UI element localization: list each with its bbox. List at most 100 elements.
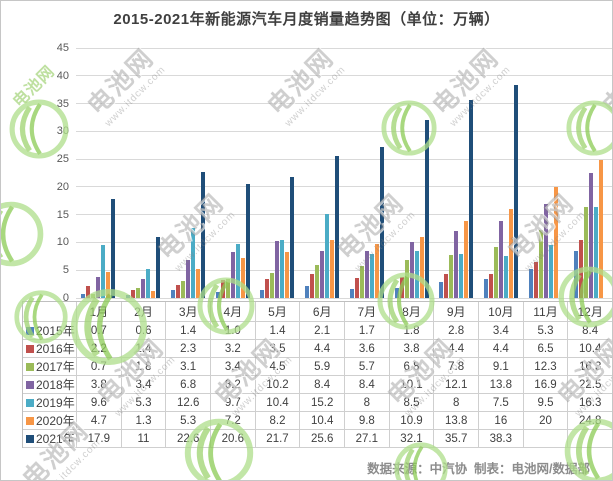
value-cell: 8.2 <box>211 376 256 394</box>
month-header-cell: 12月 <box>568 302 612 322</box>
bar-2018年-7月 <box>364 251 369 298</box>
value-cell: 0.7 <box>77 322 122 340</box>
gridline <box>76 214 612 216</box>
month-header-cell: 7月 <box>345 302 390 322</box>
value-cell: 7.5 <box>479 394 524 412</box>
value-cell: 7.8 <box>434 358 479 376</box>
y-axis-label: 30 <box>56 125 69 138</box>
value-cell: 1.4 <box>166 322 211 340</box>
bar-2019年-12月 <box>593 207 598 298</box>
value-cell: 9.7 <box>211 394 256 412</box>
value-cell: 4.4 <box>434 340 479 358</box>
value-cell: 5.3 <box>523 322 569 340</box>
year-label: 2020年 <box>36 414 75 428</box>
value-cell: 16.3 <box>568 358 612 376</box>
value-cell: 16.3 <box>568 394 612 412</box>
bar-2018年-5月 <box>275 241 280 298</box>
value-cell: 38.3 <box>479 430 524 448</box>
gridline <box>76 269 612 271</box>
value-cell: 10.9 <box>389 412 435 430</box>
value-cell: 3.8 <box>389 340 435 358</box>
bar-2021年-2月 <box>156 236 161 298</box>
bar-2019年-4月 <box>235 244 240 298</box>
bar-2019年-9月 <box>459 253 464 298</box>
bar-2017年-2月 <box>136 288 141 298</box>
plot-area <box>76 47 612 299</box>
bar-2021年-1月 <box>111 198 116 298</box>
bar-2018年-9月 <box>454 230 459 298</box>
value-cell: 15.2 <box>300 394 345 412</box>
bar-2017年-5月 <box>270 273 275 298</box>
bar-2015年-6月 <box>305 286 310 298</box>
y-axis-label: 40 <box>56 69 69 82</box>
bar-2017年-8月 <box>404 260 409 298</box>
legend-cell: 2020年 <box>23 412 77 430</box>
bar-2017年-11月 <box>538 229 543 298</box>
bar-2020年-7月 <box>374 243 379 298</box>
value-cell: 10.2 <box>255 376 301 394</box>
bar-2017年-4月 <box>225 279 230 298</box>
value-cell: 5.3 <box>166 412 211 430</box>
y-axis-label: 45 <box>56 42 69 54</box>
bar-2019年-8月 <box>414 250 419 298</box>
legend-cell: 2016年 <box>23 340 77 358</box>
y-axis-label: 15 <box>56 208 69 221</box>
bar-2016年-9月 <box>444 273 449 298</box>
bar-2019年-10月 <box>504 256 509 298</box>
bar-2018年-8月 <box>409 241 414 298</box>
value-cell: 3.8 <box>77 376 122 394</box>
bar-2018年-11月 <box>543 204 548 298</box>
y-axis-label: 10 <box>56 236 69 249</box>
gridline <box>76 297 612 299</box>
legend-swatch-icon <box>26 398 34 407</box>
table-row: 2016年 2.2 1.4 2.3 3.2 3.5 4.4 3.6 3.8 4.4 4.4 6.5 10… <box>23 340 612 358</box>
value-cell: 6.8 <box>166 376 211 394</box>
bar-2017年-10月 <box>494 247 499 298</box>
value-cell: 9.6 <box>77 394 122 412</box>
value-cell: 9.8 <box>345 412 390 430</box>
value-cell: 12.6 <box>166 394 211 412</box>
value-cell: 10.4 <box>568 340 612 358</box>
value-cell: 5.7 <box>345 358 390 376</box>
bar-2016年-6月 <box>310 273 315 298</box>
value-cell: 25.6 <box>300 430 345 448</box>
year-label: 2018年 <box>36 378 75 392</box>
legend-swatch-icon <box>26 434 34 443</box>
value-cell: 1.4 <box>121 340 167 358</box>
table-row: 2018年 3.8 3.4 6.8 8.2 10.2 8.4 8.4 10.1 12.1 13.8 1… <box>23 376 612 394</box>
bar-2016年-11月 <box>533 261 538 298</box>
value-cell: 10.4 <box>255 394 301 412</box>
bar-2019年-3月 <box>190 228 195 298</box>
bar-2016年-10月 <box>489 273 494 298</box>
value-cell: 2.2 <box>77 340 122 358</box>
value-cell: 6.8 <box>389 358 435 376</box>
bar-2021年-4月 <box>245 183 250 298</box>
value-cell: 12.1 <box>434 376 479 394</box>
month-header-cell: 11月 <box>523 302 569 322</box>
month-header-cell: 1月 <box>77 302 122 322</box>
value-cell: 8.5 <box>389 394 435 412</box>
bar-2020年-6月 <box>330 240 335 298</box>
month-header-cell: 8月 <box>389 302 435 322</box>
bar-2018年-4月 <box>230 252 235 298</box>
bar-2015年-10月 <box>484 279 489 298</box>
month-header-cell: 4月 <box>211 302 256 322</box>
legend-swatch-icon <box>26 326 34 335</box>
bar-2015年-1月 <box>81 294 86 298</box>
month-header-cell: 6月 <box>300 302 345 322</box>
bar-2021年-3月 <box>200 172 205 298</box>
value-cell: 21.7 <box>255 430 301 448</box>
bar-2016年-5月 <box>265 278 270 298</box>
value-cell: 1.7 <box>345 322 390 340</box>
table-row: 2021年 17.9 11 22.6 20.6 21.7 25.6 27.1 32.1 35.7 3… <box>23 430 612 448</box>
bar-2021年-9月 <box>469 99 474 298</box>
value-cell: 7.2 <box>211 412 256 430</box>
value-cell: 3.4 <box>121 376 167 394</box>
bar-2015年-3月 <box>170 290 175 298</box>
bar-2016年-1月 <box>86 285 91 298</box>
month-header-cell: 3月 <box>166 302 211 322</box>
legend-cell: 2018年 <box>23 376 77 394</box>
bar-2019年-11月 <box>548 245 553 298</box>
value-cell: 5.9 <box>300 358 345 376</box>
table-row: 2019年 9.6 5.3 12.6 9.7 10.4 15.2 8 8.5 8 7.5 9.5 16.… <box>23 394 612 412</box>
